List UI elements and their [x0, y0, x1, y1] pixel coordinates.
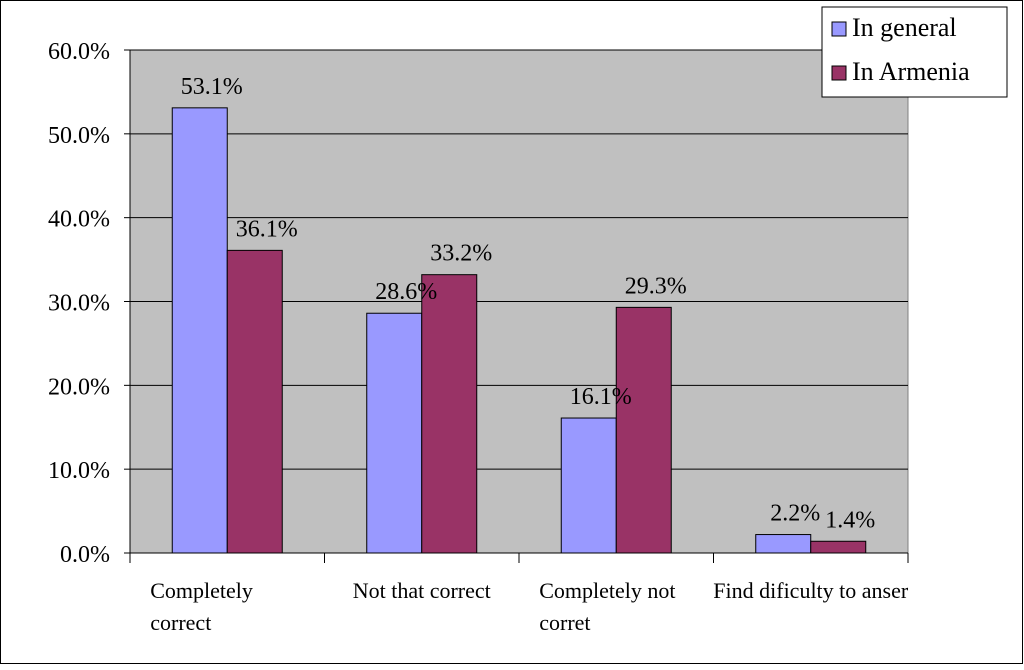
- bar: [171, 107, 228, 554]
- x-category-label: Find dificulty to anser: [713, 578, 909, 603]
- data-label: 53.1%: [181, 74, 243, 100]
- data-label: 16.1%: [570, 384, 632, 410]
- x-category-label: Not that correct: [353, 578, 491, 603]
- bar: [755, 534, 812, 554]
- legend-box: [821, 6, 1008, 98]
- x-category-label: Completely not: [539, 578, 675, 603]
- x-category-label: correct: [150, 610, 211, 635]
- x-category-label: Completely: [150, 578, 253, 603]
- y-tick-label: 30.0%: [48, 291, 110, 317]
- axes: 0.0% 10.0% 20.0% 30.0% 40.0% 50.0% 60.0% Comple…: [48, 39, 909, 635]
- y-tick-label: 50.0%: [48, 123, 110, 149]
- data-label: 2.2%: [770, 501, 820, 527]
- y-tick-label: 20.0%: [48, 374, 110, 400]
- bar: [560, 417, 617, 554]
- bar: [366, 312, 423, 554]
- data-labels: 53.1% 36.1% 28.6% 33.2% 16.1% 29.3% 2.2% 1.4%: [181, 74, 876, 533]
- legend-label: In Armenia: [852, 57, 970, 86]
- y-tick-label: 0.0%: [60, 542, 110, 568]
- y-tick-label: 60.0%: [48, 39, 110, 65]
- legend-label: In general: [852, 13, 957, 42]
- bar: [615, 306, 672, 554]
- legend-swatch: [831, 21, 847, 37]
- bar: [226, 249, 283, 554]
- legend: In general In Armenia: [821, 6, 1008, 98]
- y-tick-label: 40.0%: [48, 207, 110, 233]
- bars: [171, 107, 867, 554]
- data-label: 28.6%: [375, 279, 437, 305]
- x-category-label: corret: [539, 610, 590, 635]
- data-label: 1.4%: [825, 507, 875, 533]
- y-tick-label: 10.0%: [48, 458, 110, 484]
- data-label: 36.1%: [236, 216, 298, 242]
- bar: [810, 540, 867, 554]
- data-label: 29.3%: [625, 273, 687, 299]
- data-label: 33.2%: [430, 241, 492, 267]
- bar: [421, 274, 478, 554]
- legend-swatch: [831, 65, 847, 81]
